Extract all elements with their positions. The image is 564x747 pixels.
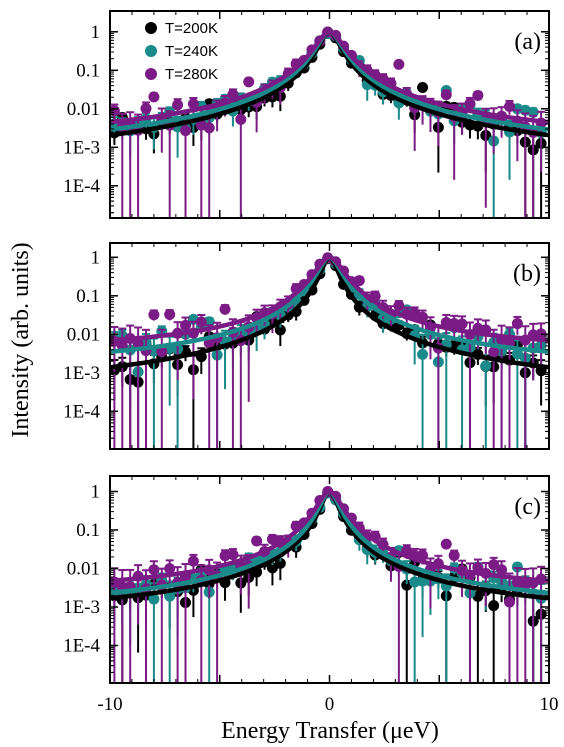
data-point — [488, 559, 500, 571]
data-point — [219, 303, 231, 315]
y-tick-label: 0.01 — [67, 324, 100, 345]
data-point — [187, 98, 199, 110]
data-point — [235, 113, 247, 125]
data-point — [164, 308, 176, 320]
data-point — [156, 346, 168, 358]
panel-label: (c) — [514, 494, 541, 520]
x-tick-label: 10 — [540, 694, 559, 715]
data-point — [448, 549, 460, 561]
legend-item: T=280K — [145, 66, 218, 83]
y-tick-label: 0.1 — [76, 520, 100, 541]
legend-label: T=280K — [165, 66, 218, 83]
y-tick-label: 0.01 — [67, 559, 100, 580]
fit-curve-t-280k — [110, 254, 549, 343]
data-point — [417, 81, 429, 93]
y-tick-label: 1E-3 — [63, 137, 100, 158]
y-tick-label: 1 — [91, 247, 101, 268]
series-t-240k — [110, 252, 547, 449]
fit-curve-t-280k — [110, 29, 549, 125]
y-tick-label: 0.1 — [76, 286, 100, 307]
data-point — [227, 549, 239, 561]
data-point — [180, 125, 192, 137]
legend-marker — [145, 45, 157, 57]
y-axis-title: Intensity (arb. units) — [8, 242, 34, 437]
panel-label: (b) — [513, 261, 541, 287]
data-point — [503, 596, 515, 608]
data-point — [243, 76, 255, 88]
legend-marker — [145, 22, 157, 34]
y-tick-label: 1E-4 — [63, 176, 100, 197]
data-point — [148, 91, 160, 103]
fit-curve-t-280k — [110, 489, 549, 584]
data-point — [187, 555, 199, 567]
panel-a: 1 0.1 0.01 1E-3 1E-4 (a) T=200K T=240K T=280K — [63, 10, 550, 219]
y-tick-label: 1E-4 — [63, 636, 100, 657]
panel-label: (a) — [514, 29, 541, 55]
data-point — [472, 89, 484, 101]
data-point — [148, 564, 160, 576]
data-point — [393, 58, 405, 70]
data-point — [480, 360, 492, 372]
data-point — [203, 122, 215, 134]
legend-label: T=200K — [165, 20, 218, 37]
x-axis-title: Energy Transfer (μeV) — [221, 718, 439, 744]
data-point — [511, 318, 523, 330]
plot-area — [110, 485, 549, 683]
legend-marker — [145, 68, 157, 80]
data-point — [503, 100, 515, 112]
data-point — [496, 564, 508, 576]
y-tick-label: 1E-3 — [63, 363, 100, 384]
data-point — [417, 549, 429, 561]
plot-area — [110, 252, 549, 449]
data-point — [251, 535, 263, 547]
legend-label: T=240K — [165, 43, 218, 60]
data-point — [448, 317, 460, 329]
x-tick-label: -10 — [97, 694, 122, 715]
series-t-200k — [110, 253, 547, 449]
data-point — [417, 348, 429, 360]
y-tick-label: 0.1 — [76, 60, 100, 81]
data-point — [148, 593, 160, 605]
data-point — [511, 561, 523, 573]
data-point — [164, 563, 176, 575]
data-point — [353, 275, 365, 287]
data-point — [472, 562, 484, 574]
y-tick-label: 0.01 — [67, 99, 100, 120]
panel-c: 1 0.1 0.01 1E-3 1E-4 (c) -10 0 10 — [63, 475, 559, 715]
data-point — [140, 102, 152, 114]
legend-item: T=240K — [145, 43, 218, 60]
panel-b: 1 0.1 0.01 1E-3 1E-4 (b) — [63, 242, 550, 450]
legend-item: T=200K — [145, 20, 218, 37]
legend: T=200K T=240K T=280K — [145, 20, 218, 83]
panels: 1 0.1 0.01 1E-3 1E-4 (a) T=200K T=240K T=280K 1 0.… — [63, 10, 559, 715]
y-tick-label: 1 — [91, 22, 101, 43]
series-t-280k — [110, 252, 547, 449]
data-point — [274, 324, 286, 336]
data-point — [393, 300, 405, 312]
data-point — [488, 346, 500, 358]
data-point — [180, 319, 192, 331]
y-tick-label: 1E-4 — [63, 401, 100, 422]
plot-area — [110, 26, 549, 218]
data-point — [464, 98, 476, 110]
data-point — [195, 316, 207, 328]
data-point — [488, 600, 500, 612]
y-tick-label: 1 — [91, 482, 101, 503]
x-tick-label: 0 — [325, 694, 335, 715]
data-point — [274, 557, 286, 569]
data-point — [110, 105, 120, 117]
data-point — [172, 99, 184, 111]
data-point — [440, 89, 452, 101]
data-point — [456, 318, 468, 330]
data-point — [440, 538, 452, 550]
data-point — [148, 309, 160, 321]
y-tick-label: 1E-3 — [63, 597, 100, 618]
